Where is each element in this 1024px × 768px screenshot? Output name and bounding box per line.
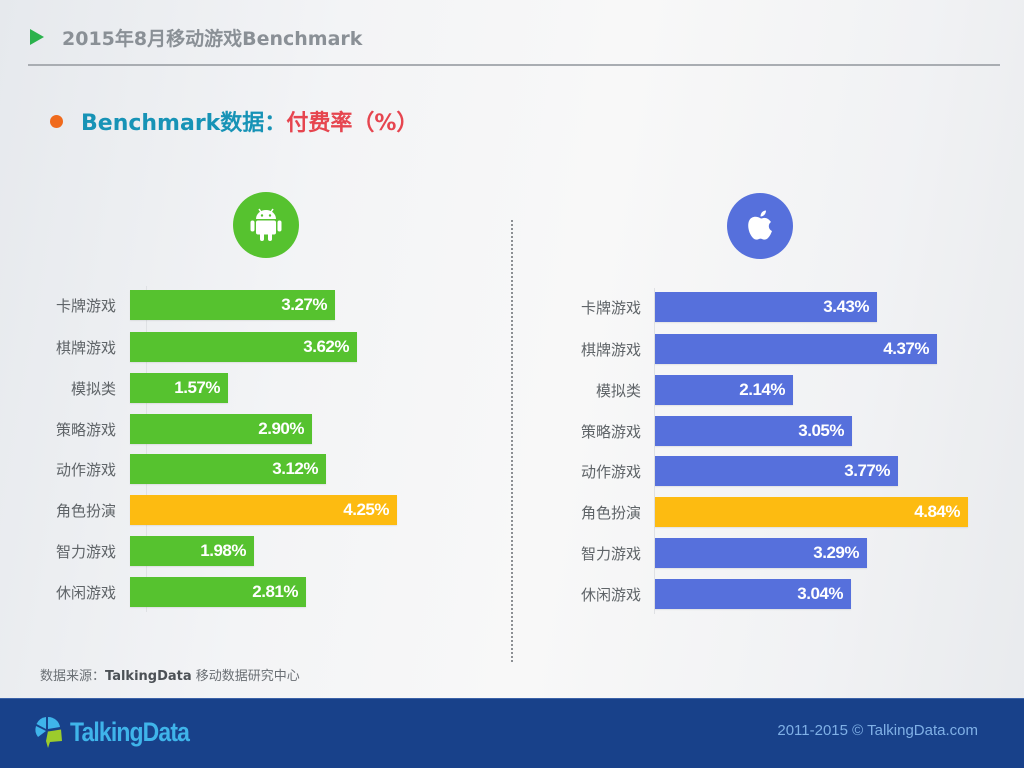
category-label: 动作游戏 xyxy=(580,462,641,481)
slide-title: 2015年8月移动游戏Benchmark xyxy=(62,27,363,50)
category-label: 模拟类 xyxy=(595,381,641,400)
copyright-text: 2011-2015 © TalkingData.com xyxy=(777,722,978,739)
bar-row: 休闲游戏 3.04% xyxy=(540,579,851,609)
data-bar: 3.29% xyxy=(655,538,867,568)
slide-header: 2015年8月移动游戏Benchmark xyxy=(30,22,362,52)
category-label: 策略游戏 xyxy=(55,420,116,439)
data-bar: 3.62% xyxy=(130,332,357,362)
data-bar: 4.37% xyxy=(655,334,937,364)
play-triangle-icon xyxy=(30,29,44,45)
bar-row: 棋牌游戏 3.62% xyxy=(30,332,357,362)
category-label: 卡牌游戏 xyxy=(55,296,116,315)
data-bar: 2.14% xyxy=(655,375,793,405)
category-label: 策略游戏 xyxy=(580,422,641,441)
source-prefix: 数据来源： xyxy=(40,669,106,684)
chart-axis xyxy=(654,288,655,614)
data-bar: 1.98% xyxy=(130,536,254,566)
category-label: 动作游戏 xyxy=(55,460,116,479)
category-label: 智力游戏 xyxy=(580,544,641,563)
category-label: 休闲游戏 xyxy=(580,585,641,604)
chart-axis xyxy=(146,286,147,612)
chart-subtitle: Benchmark数据： 付费率（%） xyxy=(50,104,418,138)
category-label: 角色扮演 xyxy=(55,501,116,520)
data-bar: 3.77% xyxy=(655,456,898,486)
data-bar-highlight: 4.25% xyxy=(130,495,397,525)
data-bar: 3.27% xyxy=(130,290,335,320)
logo-text: TalkingData xyxy=(70,716,190,747)
bar-row: 策略游戏 3.05% xyxy=(540,416,852,446)
bar-row: 卡牌游戏 3.27% xyxy=(30,290,335,320)
header-divider xyxy=(28,64,1000,66)
subtitle-metric: 付费率（%） xyxy=(286,111,419,136)
category-label: 模拟类 xyxy=(70,379,116,398)
data-bar: 1.57% xyxy=(130,373,228,403)
android-icon xyxy=(233,192,299,258)
data-bar: 3.12% xyxy=(130,454,326,484)
source-suffix: 移动数据研究中心 xyxy=(191,669,300,684)
bar-row: 模拟类 2.14% xyxy=(540,375,793,405)
category-label: 角色扮演 xyxy=(580,503,641,522)
data-bar: 3.05% xyxy=(655,416,852,446)
category-label: 棋牌游戏 xyxy=(580,340,641,359)
bullet-dot-icon xyxy=(50,114,63,128)
category-label: 智力游戏 xyxy=(55,542,116,561)
bar-row: 卡牌游戏 3.43% xyxy=(540,292,877,322)
bar-row: 动作游戏 3.77% xyxy=(540,456,898,486)
data-bar: 3.43% xyxy=(655,292,877,322)
category-label: 休闲游戏 xyxy=(55,583,116,602)
bar-row-highlight: 角色扮演 4.25% xyxy=(30,495,397,525)
bar-row: 模拟类 1.57% xyxy=(30,373,228,403)
data-source-note: 数据来源：TalkingData 移动数据研究中心 xyxy=(40,665,300,684)
bar-row: 智力游戏 3.29% xyxy=(540,538,867,568)
bar-row-highlight: 角色扮演 4.84% xyxy=(540,497,968,527)
platform-divider xyxy=(511,220,513,662)
footer-bar: TalkingData 2011-2015 © TalkingData.com xyxy=(0,698,1024,768)
data-bar: 2.90% xyxy=(130,414,312,444)
bar-row: 智力游戏 1.98% xyxy=(30,536,254,566)
bar-row: 休闲游戏 2.81% xyxy=(30,577,306,607)
data-bar: 3.04% xyxy=(655,579,851,609)
apple-icon xyxy=(727,193,793,259)
talkingdata-logo: TalkingData xyxy=(34,714,210,750)
bar-row: 动作游戏 3.12% xyxy=(30,454,326,484)
data-bar-highlight: 4.84% xyxy=(655,497,968,527)
category-label: 棋牌游戏 xyxy=(55,338,116,357)
bar-row: 棋牌游戏 4.37% xyxy=(540,334,937,364)
subtitle-benchmark: Benchmark数据： xyxy=(81,111,287,136)
category-label: 卡牌游戏 xyxy=(580,298,641,317)
source-brand: TalkingData xyxy=(105,669,192,684)
bar-row: 策略游戏 2.90% xyxy=(30,414,312,444)
talkingdata-logo-icon xyxy=(35,716,62,748)
data-bar: 2.81% xyxy=(130,577,306,607)
